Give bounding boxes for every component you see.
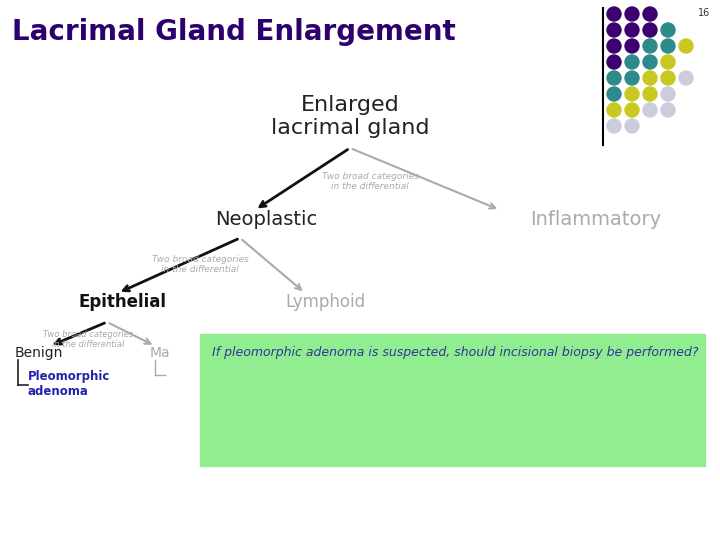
Circle shape <box>679 71 693 85</box>
Circle shape <box>625 119 639 133</box>
Text: Lymphoid: Lymphoid <box>285 293 365 311</box>
Circle shape <box>643 103 657 117</box>
Circle shape <box>679 39 693 53</box>
Circle shape <box>643 71 657 85</box>
Circle shape <box>607 103 621 117</box>
Circle shape <box>643 23 657 37</box>
Circle shape <box>607 55 621 69</box>
Circle shape <box>625 7 639 21</box>
Circle shape <box>643 87 657 101</box>
Text: Inflammatory: Inflammatory <box>530 210 661 229</box>
Circle shape <box>643 55 657 69</box>
Circle shape <box>607 87 621 101</box>
Text: If pleomorphic adenoma is suspected, should incisional biopsy be performed?: If pleomorphic adenoma is suspected, sho… <box>212 346 698 359</box>
Circle shape <box>625 39 639 53</box>
Text: Ma: Ma <box>150 346 171 360</box>
Circle shape <box>661 23 675 37</box>
Text: Pleomorphic
adenoma: Pleomorphic adenoma <box>28 370 110 398</box>
Text: Neoplastic: Neoplastic <box>215 210 318 229</box>
Circle shape <box>661 87 675 101</box>
Circle shape <box>607 71 621 85</box>
Circle shape <box>607 39 621 53</box>
Circle shape <box>643 39 657 53</box>
Circle shape <box>607 119 621 133</box>
Circle shape <box>625 103 639 117</box>
Text: Two broad categories
in the differential: Two broad categories in the differential <box>322 172 418 191</box>
Circle shape <box>661 103 675 117</box>
Text: Lacrimal Gland Enlargement: Lacrimal Gland Enlargement <box>12 18 456 46</box>
Text: Two broad categories
in the differential: Two broad categories in the differential <box>152 255 248 274</box>
Circle shape <box>607 7 621 21</box>
Circle shape <box>625 87 639 101</box>
FancyBboxPatch shape <box>200 334 705 466</box>
Text: 16: 16 <box>698 8 710 18</box>
Circle shape <box>643 7 657 21</box>
Circle shape <box>661 39 675 53</box>
Circle shape <box>625 71 639 85</box>
Circle shape <box>661 71 675 85</box>
Text: Epithelial: Epithelial <box>78 293 166 311</box>
Circle shape <box>625 23 639 37</box>
Text: Benign: Benign <box>15 346 63 360</box>
Circle shape <box>607 23 621 37</box>
Text: Enlarged
lacrimal gland: Enlarged lacrimal gland <box>271 95 429 138</box>
Text: Two broad categories
in the differential: Two broad categories in the differential <box>43 330 133 349</box>
Circle shape <box>661 55 675 69</box>
Circle shape <box>625 55 639 69</box>
